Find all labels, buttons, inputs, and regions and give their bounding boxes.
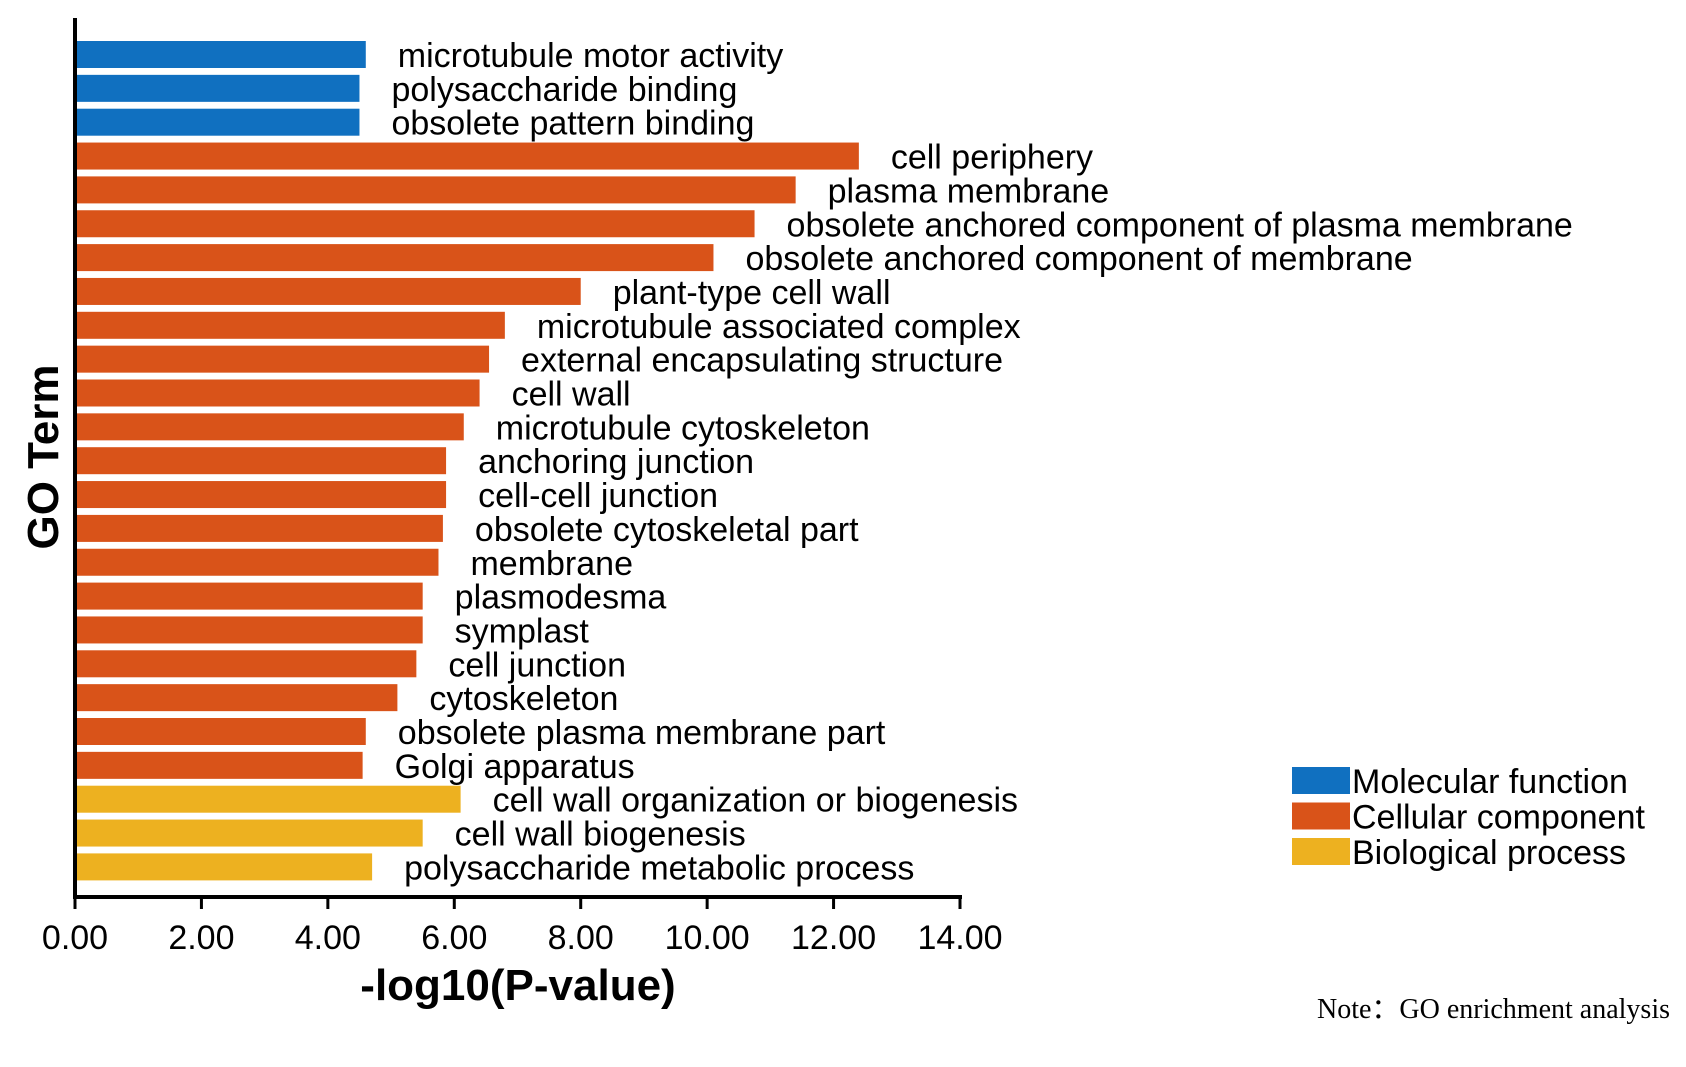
bar (75, 684, 398, 712)
legend-label: Biological process (1352, 834, 1626, 872)
bar (75, 176, 796, 204)
note-text: Note：GO enrichment analysis (1317, 994, 1670, 1025)
bar-label: external encapsulating structure (521, 342, 1003, 380)
x-tick-label: 8.00 (548, 919, 614, 957)
bar-label: obsolete plasma membrane part (398, 714, 886, 752)
bar-label: polysaccharide binding (391, 71, 737, 109)
legend-swatch (1292, 802, 1350, 830)
x-tick-label: 12.00 (791, 919, 876, 957)
bars-layer (75, 41, 859, 881)
bar-label: symplast (455, 612, 590, 650)
bar (75, 819, 423, 847)
x-axis-title: -log10(P-value) (360, 961, 675, 1010)
bar (75, 244, 714, 272)
bar-label: obsolete cytoskeletal part (475, 511, 859, 549)
legend-swatch (1292, 838, 1350, 865)
bar (75, 853, 373, 881)
bar-label: microtubule motor activity (398, 37, 783, 75)
bar (75, 785, 461, 813)
x-tick-label: 4.00 (295, 919, 361, 957)
bar-label: obsolete pattern binding (391, 105, 754, 143)
bar (75, 481, 447, 509)
bar (75, 616, 423, 644)
legend-label: Molecular function (1352, 763, 1628, 801)
x-tick-label: 6.00 (421, 919, 487, 957)
bar-label: membrane (470, 545, 633, 583)
x-tick-label: 2.00 (168, 919, 234, 957)
bar-label: plasmodesma (455, 579, 667, 617)
bar (75, 379, 480, 407)
bar (75, 142, 859, 170)
bar-label: cell junction (448, 646, 626, 684)
bar-label: plasma membrane (828, 172, 1110, 210)
bar-label: anchoring junction (478, 443, 754, 481)
bar (75, 514, 443, 542)
bar-label: cell-cell junction (478, 477, 718, 515)
bar (75, 548, 439, 576)
bar-label: polysaccharide metabolic process (404, 849, 914, 887)
y-axis-title: GO Term (19, 364, 68, 549)
bar (75, 751, 363, 779)
bar-label: obsolete anchored component of membrane (745, 240, 1412, 278)
bar-label: cell periphery (891, 139, 1093, 177)
x-tick-label: 0.00 (42, 919, 108, 957)
bar-label: plant-type cell wall (613, 274, 891, 312)
bar-label: obsolete anchored component of plasma me… (787, 206, 1573, 244)
bar (75, 413, 464, 441)
bar (75, 41, 366, 68)
bar (75, 74, 360, 102)
bar-label: microtubule cytoskeleton (496, 409, 870, 447)
bar (75, 718, 366, 745)
x-ticks-layer: 0.00 2.00 4.00 6.00 8.00 10.00 12.00 14.00 (42, 897, 1003, 957)
bar (75, 345, 490, 373)
bar-label: Golgi apparatus (395, 748, 635, 786)
bar (75, 447, 447, 475)
bar (75, 277, 581, 305)
bar (75, 311, 505, 339)
bar-label: cell wall biogenesis (455, 816, 746, 854)
bar (75, 582, 423, 610)
legend-label: Cellular component (1352, 799, 1645, 837)
bar (75, 210, 755, 238)
bar-label: cytoskeleton (429, 680, 618, 718)
bar-label: cell wall organization or biogenesis (493, 782, 1018, 820)
bar (75, 650, 417, 678)
axes-layer (73, 18, 962, 899)
x-tick-label: 14.00 (917, 919, 1002, 957)
bar-labels-layer: microtubule motor activitypolysaccharide… (391, 37, 1572, 887)
bar-label: microtubule associated complex (537, 308, 1021, 346)
x-tick-label: 10.00 (665, 919, 750, 957)
legend-swatch (1292, 767, 1350, 794)
bar-label: cell wall (512, 376, 631, 414)
bar (75, 108, 360, 136)
